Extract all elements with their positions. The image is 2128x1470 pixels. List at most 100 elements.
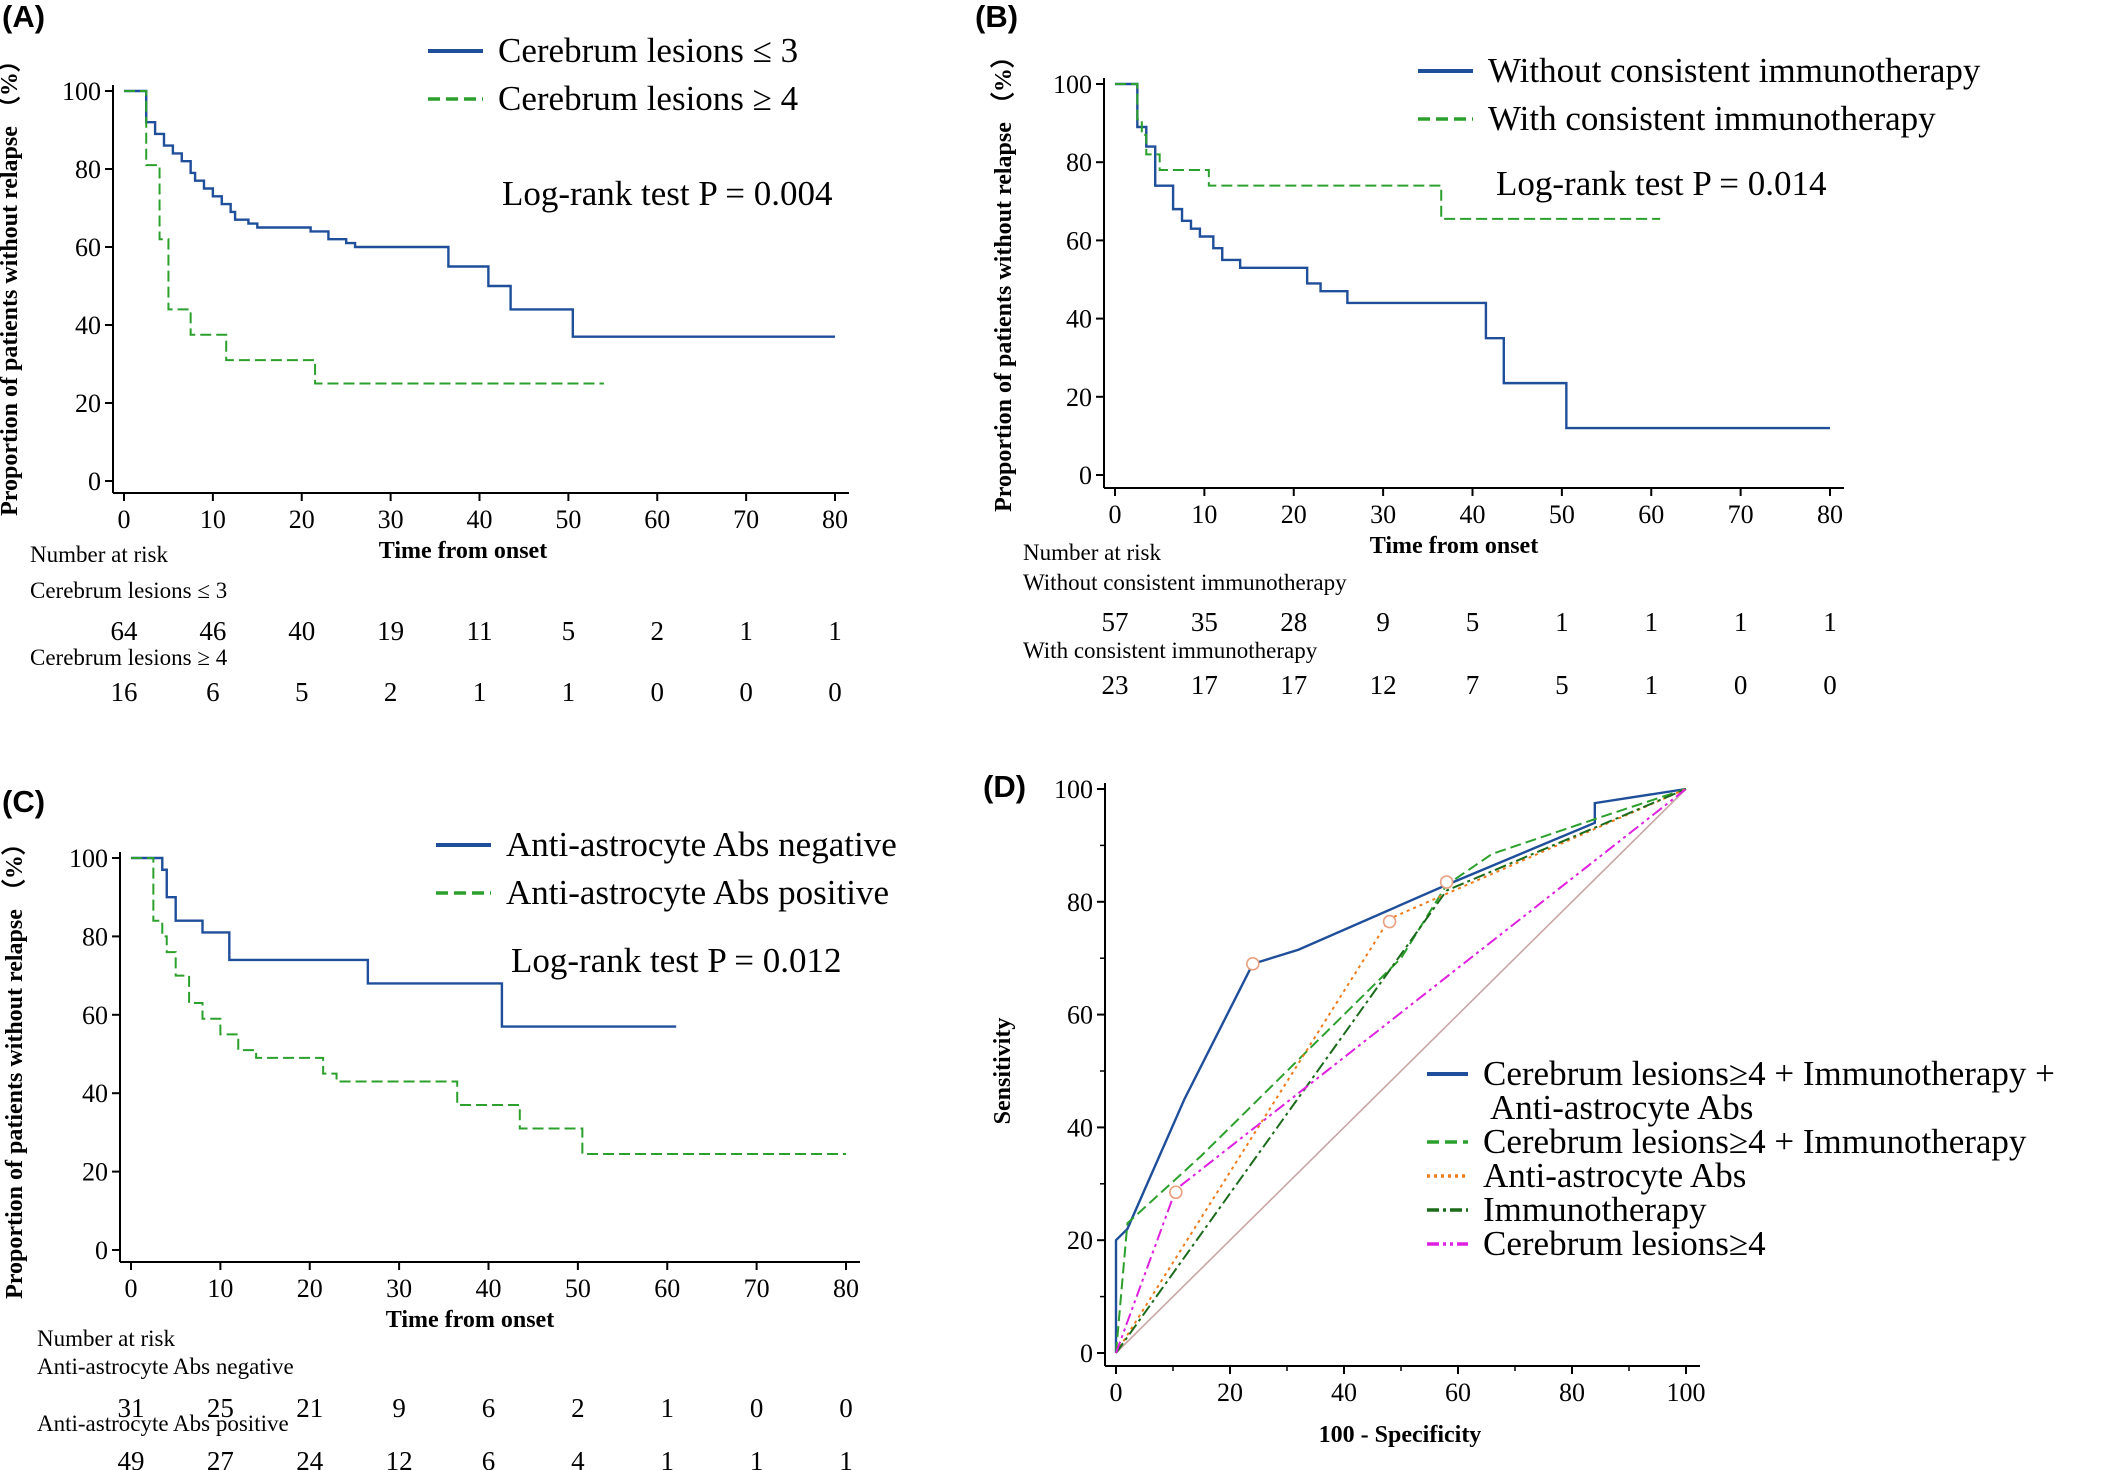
risk-count: 46 [199, 616, 226, 646]
y-tick-label: 40 [75, 311, 101, 340]
risk-count: 0 [750, 1393, 764, 1423]
risk-count: 9 [392, 1393, 406, 1423]
x-tick-label: 20 [289, 505, 315, 534]
risk-count: 1 [839, 1446, 853, 1470]
risk-count: 9 [1376, 607, 1390, 637]
risk-count: 2 [571, 1393, 585, 1423]
legend-label-2: With consistent immunotherapy [1488, 99, 1936, 138]
panel-label: (D) [983, 769, 1026, 804]
x-tick-label: 10 [1191, 500, 1217, 529]
x-axis-title: Time from onset [1370, 533, 1538, 559]
x-tick-label: 0 [1109, 500, 1122, 529]
risk-count: 25 [207, 1393, 234, 1423]
risk-count: 1 [473, 677, 487, 707]
y-tick-label: 40 [82, 1079, 108, 1108]
x-tick-label: 70 [733, 505, 759, 534]
legend-label-1: Without consistent immunotherapy [1488, 51, 1981, 90]
y-tick-label: 0 [1080, 1339, 1093, 1368]
x-tick-label: 30 [378, 505, 404, 534]
legend-label-1: Cerebrum lesions≥4 + Immunotherapy + [1483, 1054, 2055, 1093]
x-tick-label: 50 [555, 505, 581, 534]
risk-table-title: Number at risk [30, 542, 168, 567]
x-tick-label: 0 [125, 1274, 138, 1303]
risk-count: 1 [1645, 607, 1659, 637]
x-tick-label: 0 [118, 505, 131, 534]
x-tick-label: 80 [1559, 1378, 1585, 1407]
x-axis-title: Time from onset [386, 1307, 554, 1333]
risk-count: 0 [1823, 670, 1837, 700]
risk-count: 5 [1466, 607, 1480, 637]
y-axis-title: Proportion of patients without relapse （… [1, 831, 28, 1299]
y-tick-label: 0 [1079, 461, 1092, 490]
x-tick-label: 40 [1460, 500, 1486, 529]
risk-count: 27 [207, 1446, 234, 1470]
risk-count: 12 [386, 1446, 413, 1470]
risk-count: 1 [739, 616, 753, 646]
risk-count: 11 [467, 616, 493, 646]
risk-count: 17 [1191, 670, 1218, 700]
x-axis-title: Time from onset [379, 538, 547, 564]
legend-label-2: Cerebrum lesions ≥ 4 [498, 79, 798, 118]
risk-count: 1 [1645, 670, 1659, 700]
risk-count: 6 [206, 677, 220, 707]
x-tick-label: 80 [822, 505, 848, 534]
risk-count: 64 [111, 616, 139, 646]
x-tick-label: 80 [833, 1274, 859, 1303]
legend-label-3: Anti-astrocyte Abs [1483, 1156, 1746, 1195]
risk-count: 4 [571, 1446, 585, 1470]
y-tick-label: 100 [69, 844, 108, 873]
risk-count: 35 [1191, 607, 1218, 637]
y-axis-title: Sensitivity [990, 1018, 1016, 1125]
risk-count: 24 [296, 1446, 324, 1470]
y-tick-label: 100 [62, 77, 101, 106]
risk-count: 40 [288, 616, 315, 646]
risk-count: 1 [1734, 607, 1748, 637]
risk-count: 0 [1734, 670, 1748, 700]
risk-count: 0 [739, 677, 753, 707]
y-tick-label: 20 [1067, 1226, 1093, 1255]
risk-count: 7 [1466, 670, 1480, 700]
risk-group-label-2: With consistent immunotherapy [1023, 638, 1318, 663]
risk-count: 0 [828, 677, 842, 707]
risk-count: 2 [651, 616, 665, 646]
risk-count: 1 [1823, 607, 1837, 637]
operating-point-marker [1439, 875, 1454, 889]
x-tick-label: 60 [1638, 500, 1664, 529]
risk-count: 0 [651, 677, 665, 707]
x-axis-title: 100 - Specificity [1319, 1422, 1482, 1448]
risk-count: 1 [828, 616, 842, 646]
risk-table-title: Number at risk [1023, 540, 1161, 565]
x-tick-label: 100 [1667, 1378, 1706, 1407]
risk-count: 2 [384, 677, 398, 707]
x-tick-label: 80 [1817, 500, 1843, 529]
x-tick-label: 30 [386, 1274, 412, 1303]
x-tick-label: 60 [1445, 1378, 1471, 1407]
log-rank-annotation: Log-rank test P = 0.014 [1496, 164, 1826, 203]
series-line-1 [131, 856, 677, 1028]
risk-count: 12 [1370, 670, 1397, 700]
x-tick-label: 40 [1331, 1378, 1357, 1407]
log-rank-annotation: Log-rank test P = 0.004 [502, 174, 832, 213]
series-line-1 [1115, 82, 1830, 430]
x-tick-label: 10 [200, 505, 226, 534]
x-tick-label: 50 [1549, 500, 1575, 529]
y-tick-label: 20 [1066, 383, 1092, 412]
y-axis-title: Proportion of patients without relapse （… [0, 48, 23, 516]
y-tick-label: 80 [1067, 888, 1093, 917]
series-line-4 [1115, 788, 1687, 1354]
risk-count: 49 [118, 1446, 145, 1470]
y-tick-label: 40 [1067, 1113, 1093, 1142]
risk-group-label-1: Cerebrum lesions ≤ 3 [30, 578, 227, 603]
y-tick-label: 60 [75, 233, 101, 262]
x-tick-label: 70 [1728, 500, 1754, 529]
y-tick-label: 80 [82, 922, 108, 951]
risk-count: 5 [1555, 670, 1569, 700]
risk-table-title: Number at risk [37, 1326, 175, 1351]
x-tick-label: 40 [476, 1274, 502, 1303]
risk-count: 5 [295, 677, 309, 707]
risk-group-label-2: Anti-astrocyte Abs positive [37, 1411, 289, 1436]
risk-group-label-2: Cerebrum lesions ≥ 4 [30, 645, 228, 670]
